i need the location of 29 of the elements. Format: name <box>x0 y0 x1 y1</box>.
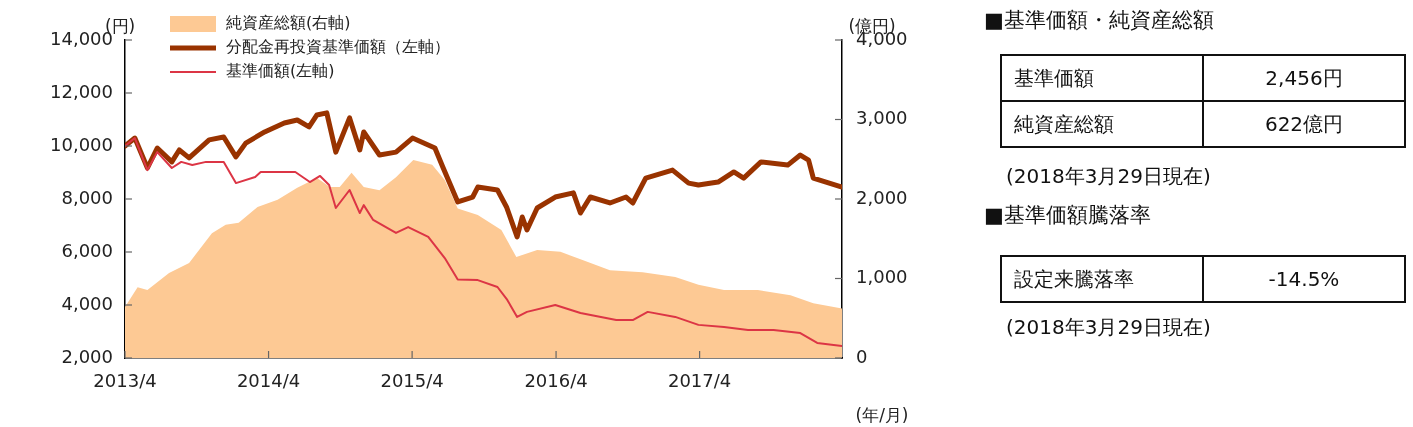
y2-tick-label: 0 <box>856 345 868 367</box>
y-tick-label: 4,000 <box>61 292 113 314</box>
x-tick-label: 2013/4 <box>93 370 157 392</box>
x-tick-label: 2015/4 <box>380 370 444 392</box>
text: 設定来騰落率 <box>1001 256 1203 302</box>
x-tick-label: 2016/4 <box>524 370 588 392</box>
x-tick-label: 2014/4 <box>236 370 301 392</box>
y2-tick-label: 3,000 <box>856 107 908 129</box>
text: -14.5% <box>1203 256 1405 302</box>
text: (2018年3月29日現在) <box>1006 314 1211 341</box>
text: (2018年3月29日現在) <box>1006 163 1211 190</box>
y2-tick-label: 1,000 <box>856 266 908 288</box>
text: 622億円 <box>1203 101 1405 147</box>
legend-label: 純資産総額(右軸) <box>226 13 351 33</box>
y-tick-label: 2,000 <box>61 345 113 367</box>
legend-label: 基準価額(左軸) <box>226 61 335 81</box>
legend-label: 分配金再投資基準価額（左軸） <box>226 37 450 57</box>
y-tick-label: 10,000 <box>50 133 113 155</box>
y-tick-label: 12,000 <box>50 80 113 102</box>
text: ■基準価額騰落率 <box>984 202 1151 229</box>
text: 基準価額 <box>1001 55 1203 101</box>
y-tick-label: 6,000 <box>61 239 113 261</box>
y2-tick-label: 2,000 <box>856 186 908 208</box>
text: 2,456円 <box>1203 55 1405 101</box>
text: 純資産総額 <box>1001 101 1203 147</box>
y-tick-label: 8,000 <box>61 186 113 208</box>
text: ■基準価額・純資産総額 <box>984 7 1214 34</box>
x-tick-label: 2017/4 <box>667 370 732 392</box>
x-axis-title: (年/月) <box>855 404 909 425</box>
